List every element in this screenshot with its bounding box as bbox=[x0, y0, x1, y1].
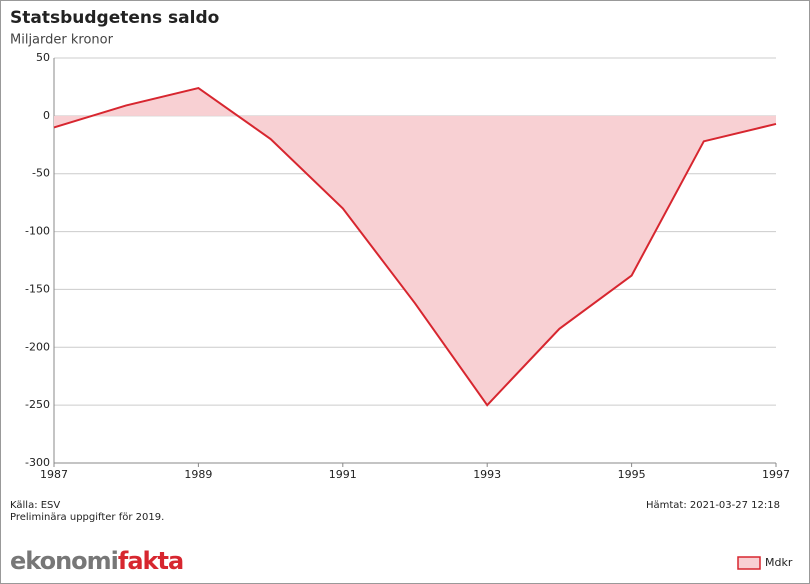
x-tick-label: 1987 bbox=[40, 468, 68, 481]
logo: ekonomifakta bbox=[10, 547, 183, 575]
chart-title: Statsbudgetens saldo bbox=[10, 8, 219, 28]
y-tick-label: -300 bbox=[25, 456, 50, 469]
x-tick-label: 1991 bbox=[329, 468, 357, 481]
y-tick-label: 0 bbox=[43, 109, 50, 122]
legend-swatch bbox=[737, 556, 761, 570]
y-tick-label: -50 bbox=[32, 167, 50, 180]
y-tick-label: -100 bbox=[25, 225, 50, 238]
legend-label: Mdkr bbox=[765, 556, 793, 569]
logo-part: fakta bbox=[118, 547, 183, 575]
y-tick-label: -250 bbox=[25, 398, 50, 411]
logo-part: ekonomi bbox=[10, 547, 118, 575]
y-tick-label: -150 bbox=[25, 282, 50, 295]
note: Preliminära uppgifter för 2019. bbox=[10, 512, 164, 523]
x-tick-label: 1995 bbox=[618, 468, 646, 481]
line bbox=[53, 87, 777, 407]
retrieved: Hämtat: 2021-03-27 12:18 bbox=[646, 500, 780, 511]
x-tick-label: 1989 bbox=[184, 468, 212, 481]
y-tick-label: -200 bbox=[25, 340, 50, 353]
source: Källa: ESV bbox=[10, 500, 60, 511]
x-tick-label: 1997 bbox=[762, 468, 790, 481]
area bbox=[54, 88, 776, 406]
x-tick-label: 1993 bbox=[473, 468, 501, 481]
y-tick-label: 50 bbox=[36, 51, 50, 64]
chart-subtitle: Miljarder kronor bbox=[10, 33, 114, 48]
